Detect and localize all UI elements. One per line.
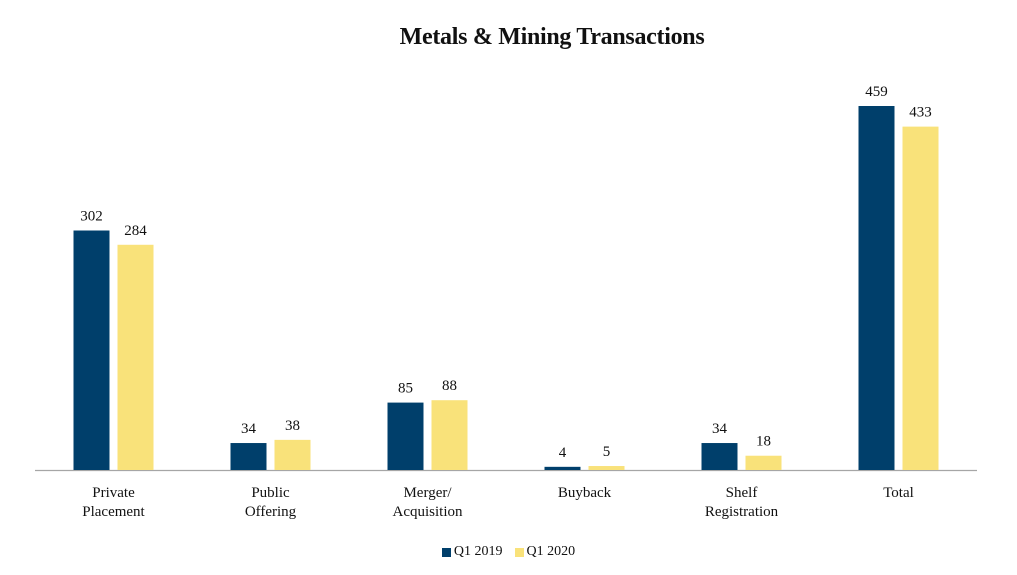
- bar-q1-2019-1: [230, 443, 267, 470]
- data-label: 18: [756, 434, 771, 450]
- bar-q1-2020-5: [902, 126, 939, 470]
- bar-q1-2019-2: [387, 402, 424, 470]
- bar-q1-2019-3: [544, 466, 581, 470]
- data-label: 4: [559, 445, 567, 461]
- data-label: 85: [398, 381, 413, 397]
- bar-q1-2020-2: [431, 400, 468, 470]
- data-label: 302: [80, 209, 103, 225]
- x-tick-label: Total: [883, 485, 914, 501]
- x-tick-label: Merger/Acquisition: [393, 485, 463, 520]
- data-label: 34: [241, 421, 257, 437]
- bar-q1-2019-0: [73, 230, 110, 470]
- data-label: 5: [603, 444, 611, 460]
- bar-q1-2020-1: [274, 439, 311, 470]
- legend: Q1 2019 Q1 2020: [0, 544, 1017, 562]
- legend-item: Q1 2020: [514, 544, 576, 560]
- data-label: 284: [124, 223, 147, 239]
- data-label: 38: [285, 418, 300, 434]
- x-tick-label: Public Offering: [245, 485, 297, 520]
- legend-item: Q1 2019: [441, 544, 503, 560]
- data-label: 88: [442, 378, 457, 394]
- bar-q1-2019-5: [858, 106, 895, 470]
- data-label: 34: [712, 421, 728, 437]
- legend-label: Q1 2020: [526, 544, 576, 559]
- legend-swatch: [514, 547, 524, 557]
- bar-q1-2020-3: [588, 466, 625, 470]
- x-tick-label: Buyback: [558, 485, 612, 501]
- bar-q1-2020-4: [745, 455, 782, 470]
- x-tick-label: Shelf Registration: [705, 485, 779, 520]
- data-label: 459: [865, 84, 888, 100]
- x-tick-label: Private Placement: [82, 485, 145, 520]
- legend-swatch: [441, 547, 451, 557]
- bar-q1-2019-4: [701, 443, 738, 470]
- legend-label: Q1 2019: [453, 544, 503, 559]
- chart-title: Metals & Mining Transactions: [399, 24, 705, 50]
- bar-q1-2020-0: [117, 244, 154, 470]
- data-label: 433: [909, 105, 932, 121]
